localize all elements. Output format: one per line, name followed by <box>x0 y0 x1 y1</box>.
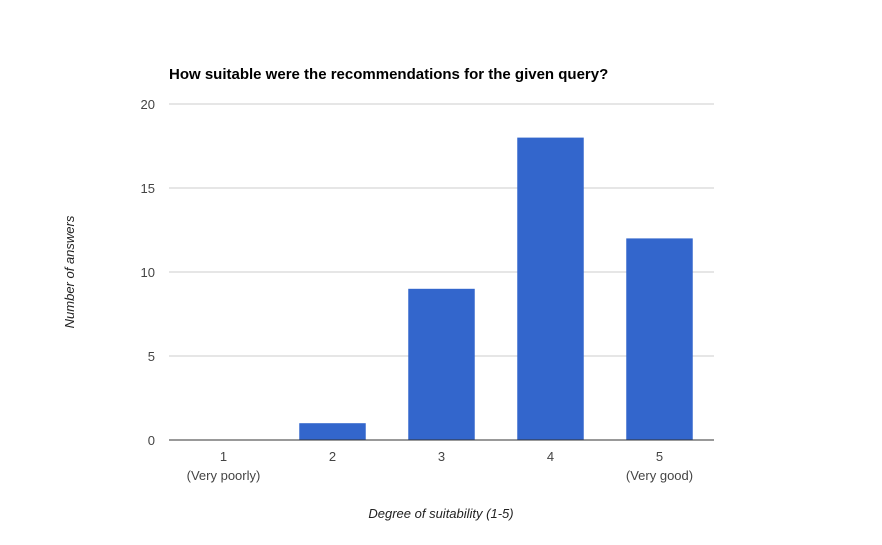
y-tick-label: 5 <box>148 349 155 364</box>
x-tick-label: 4 <box>547 449 554 464</box>
y-tick-label: 0 <box>148 433 155 448</box>
x-tick-label: 1 <box>220 449 227 464</box>
x-axis-title: Degree of suitability (1-5) <box>368 506 513 521</box>
bar <box>517 137 584 440</box>
y-tick-label: 15 <box>141 181 155 196</box>
bar <box>408 288 475 440</box>
bar <box>626 238 693 440</box>
x-tick-label: 2 <box>329 449 336 464</box>
y-axis-ticks: 0 5 10 15 20 <box>141 97 155 448</box>
bars <box>299 137 693 440</box>
x-tick-label: 5 <box>656 449 663 464</box>
x-tick-label: 3 <box>438 449 445 464</box>
x-axis-ticks: 1 (Very poorly) 2 3 4 5 (Very good) <box>187 449 693 483</box>
y-axis-title: Number of answers <box>62 215 77 328</box>
x-tick-sublabel: (Very poorly) <box>187 468 261 483</box>
y-tick-label: 20 <box>141 97 155 112</box>
chart-title: How suitable were the recommendations fo… <box>169 66 608 83</box>
bar <box>299 423 366 440</box>
x-tick-sublabel: (Very good) <box>626 468 693 483</box>
y-tick-label: 10 <box>141 265 155 280</box>
